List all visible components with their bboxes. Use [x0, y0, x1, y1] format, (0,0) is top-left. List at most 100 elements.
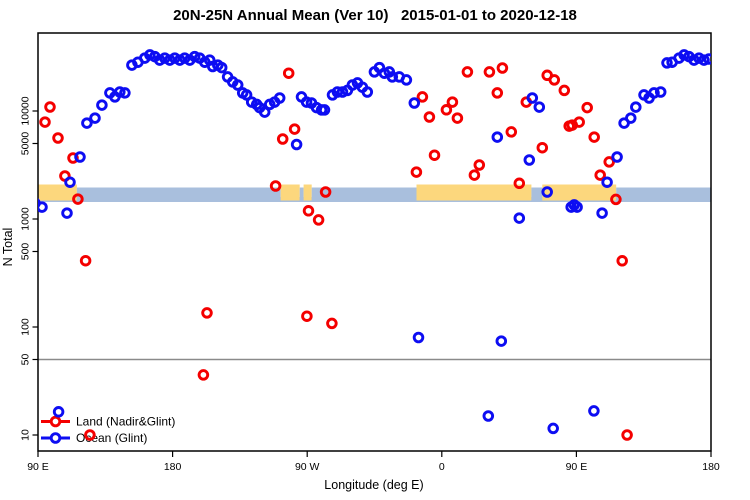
surface-band-segment-land	[542, 184, 617, 201]
data-point-land	[39, 116, 51, 128]
data-point-land	[288, 123, 301, 135]
data-point-land	[428, 149, 441, 161]
data-point-land	[451, 112, 464, 124]
data-point-ocean	[400, 74, 413, 86]
data-point-land	[67, 152, 79, 164]
y-tick-label: 100	[20, 318, 32, 336]
data-point-land	[282, 67, 295, 79]
data-point-ocean	[630, 101, 642, 113]
data-point-land	[573, 116, 585, 128]
data-point-ocean	[52, 406, 65, 418]
data-point-land	[326, 317, 338, 330]
data-point-ocean	[491, 131, 504, 143]
data-point-ocean	[231, 79, 244, 91]
data-point-land	[548, 74, 561, 86]
data-point-ocean	[648, 87, 660, 99]
x-axis-title: Longitude (deg E)	[324, 478, 423, 492]
y-axis-title: N Total	[1, 228, 15, 267]
legend-land-marker-icon	[49, 415, 62, 428]
data-point-land	[558, 84, 571, 97]
data-point-ocean	[482, 410, 495, 422]
data-point-land	[201, 307, 213, 319]
data-point-land	[513, 177, 526, 190]
data-point-ocean	[273, 92, 286, 104]
x-tick-label: 180	[164, 461, 182, 473]
x-tick-label: 0	[439, 461, 445, 473]
data-point-land	[588, 131, 600, 143]
data-point-land	[52, 132, 64, 144]
data-point-land	[423, 111, 436, 123]
data-point-ocean	[240, 89, 253, 101]
legend-land-label: Land (Nadir&Glint)	[76, 415, 175, 429]
data-point-land	[84, 429, 96, 441]
y-tick-label: 10000	[20, 96, 32, 125]
legend: Land (Nadir&Glint) Ocean (Glint)	[41, 415, 175, 445]
data-point-ocean	[408, 97, 421, 109]
surface-band-segment-ocean	[299, 187, 304, 202]
y-tick-label: 10	[20, 429, 32, 441]
data-point-land	[197, 369, 210, 381]
data-point-land	[594, 169, 606, 181]
y-tick-label: 500	[20, 243, 32, 261]
data-point-land	[410, 166, 423, 178]
data-point-ocean	[318, 104, 331, 116]
surface-band-segment-land	[303, 184, 312, 201]
data-point-ocean	[114, 86, 126, 98]
data-point-land	[621, 429, 633, 441]
data-point-land	[44, 101, 56, 113]
data-point-ocean	[331, 86, 344, 98]
data-point-ocean	[300, 96, 313, 108]
data-point-ocean	[258, 106, 271, 118]
data-point-ocean	[119, 87, 131, 99]
y-tick-label: 1000	[20, 207, 32, 231]
surface-band-segment-land	[280, 184, 300, 201]
data-point-land	[312, 214, 325, 226]
legend-ocean-marker-icon	[49, 432, 62, 444]
data-point-ocean	[74, 151, 86, 163]
data-point-ocean	[215, 61, 228, 74]
y-tick-label: 5000	[20, 132, 32, 156]
x-tick-label: 90 E	[27, 461, 49, 473]
data-point-ocean	[596, 207, 608, 219]
data-point-ocean	[96, 99, 108, 111]
data-point-ocean	[547, 422, 559, 435]
surface-band	[38, 184, 711, 202]
chart-title: 20N-25N Annual Mean (Ver 10) 2015-01-01 …	[173, 7, 577, 24]
data-point-ocean	[361, 86, 374, 98]
data-point-ocean	[81, 117, 93, 129]
data-point-ocean	[523, 154, 536, 166]
data-point-ocean	[526, 92, 539, 104]
data-point-ocean	[541, 186, 553, 198]
data-point-ocean	[89, 112, 101, 124]
data-point-land	[491, 87, 504, 99]
data-point-ocean	[290, 138, 303, 151]
plot-box	[37, 32, 712, 452]
data-point-land	[319, 186, 332, 198]
surface-band-segment-land	[416, 184, 532, 201]
data-point-ocean	[412, 331, 425, 344]
data-point-land	[446, 96, 459, 108]
data-point-land	[276, 133, 289, 145]
data-point-ocean	[654, 86, 667, 98]
data-point-land	[440, 104, 453, 116]
data-point-ocean	[386, 71, 399, 83]
surface-band-segment-ocean	[616, 187, 711, 202]
data-point-land	[269, 180, 282, 192]
data-point-land	[468, 169, 481, 181]
x-tick-label: 90 W	[295, 461, 320, 473]
data-point-ocean	[571, 201, 583, 213]
data-point-land	[483, 66, 496, 78]
data-point-ocean	[533, 101, 546, 113]
data-point-land	[536, 141, 549, 154]
data-point-ocean	[64, 176, 76, 188]
data-point-ocean	[661, 57, 673, 69]
surface-band-segment-ocean	[311, 187, 417, 202]
y-tick-label: 50	[20, 354, 32, 366]
surface-band-segment-ocean	[531, 187, 543, 202]
data-point-ocean	[513, 212, 526, 224]
data-point-land	[616, 255, 628, 267]
axis-ticks: 90 E 180 90 W 0 90 E 180 10 50 100 500 1000 5000 100…	[20, 96, 720, 473]
data-point-land	[603, 156, 615, 168]
